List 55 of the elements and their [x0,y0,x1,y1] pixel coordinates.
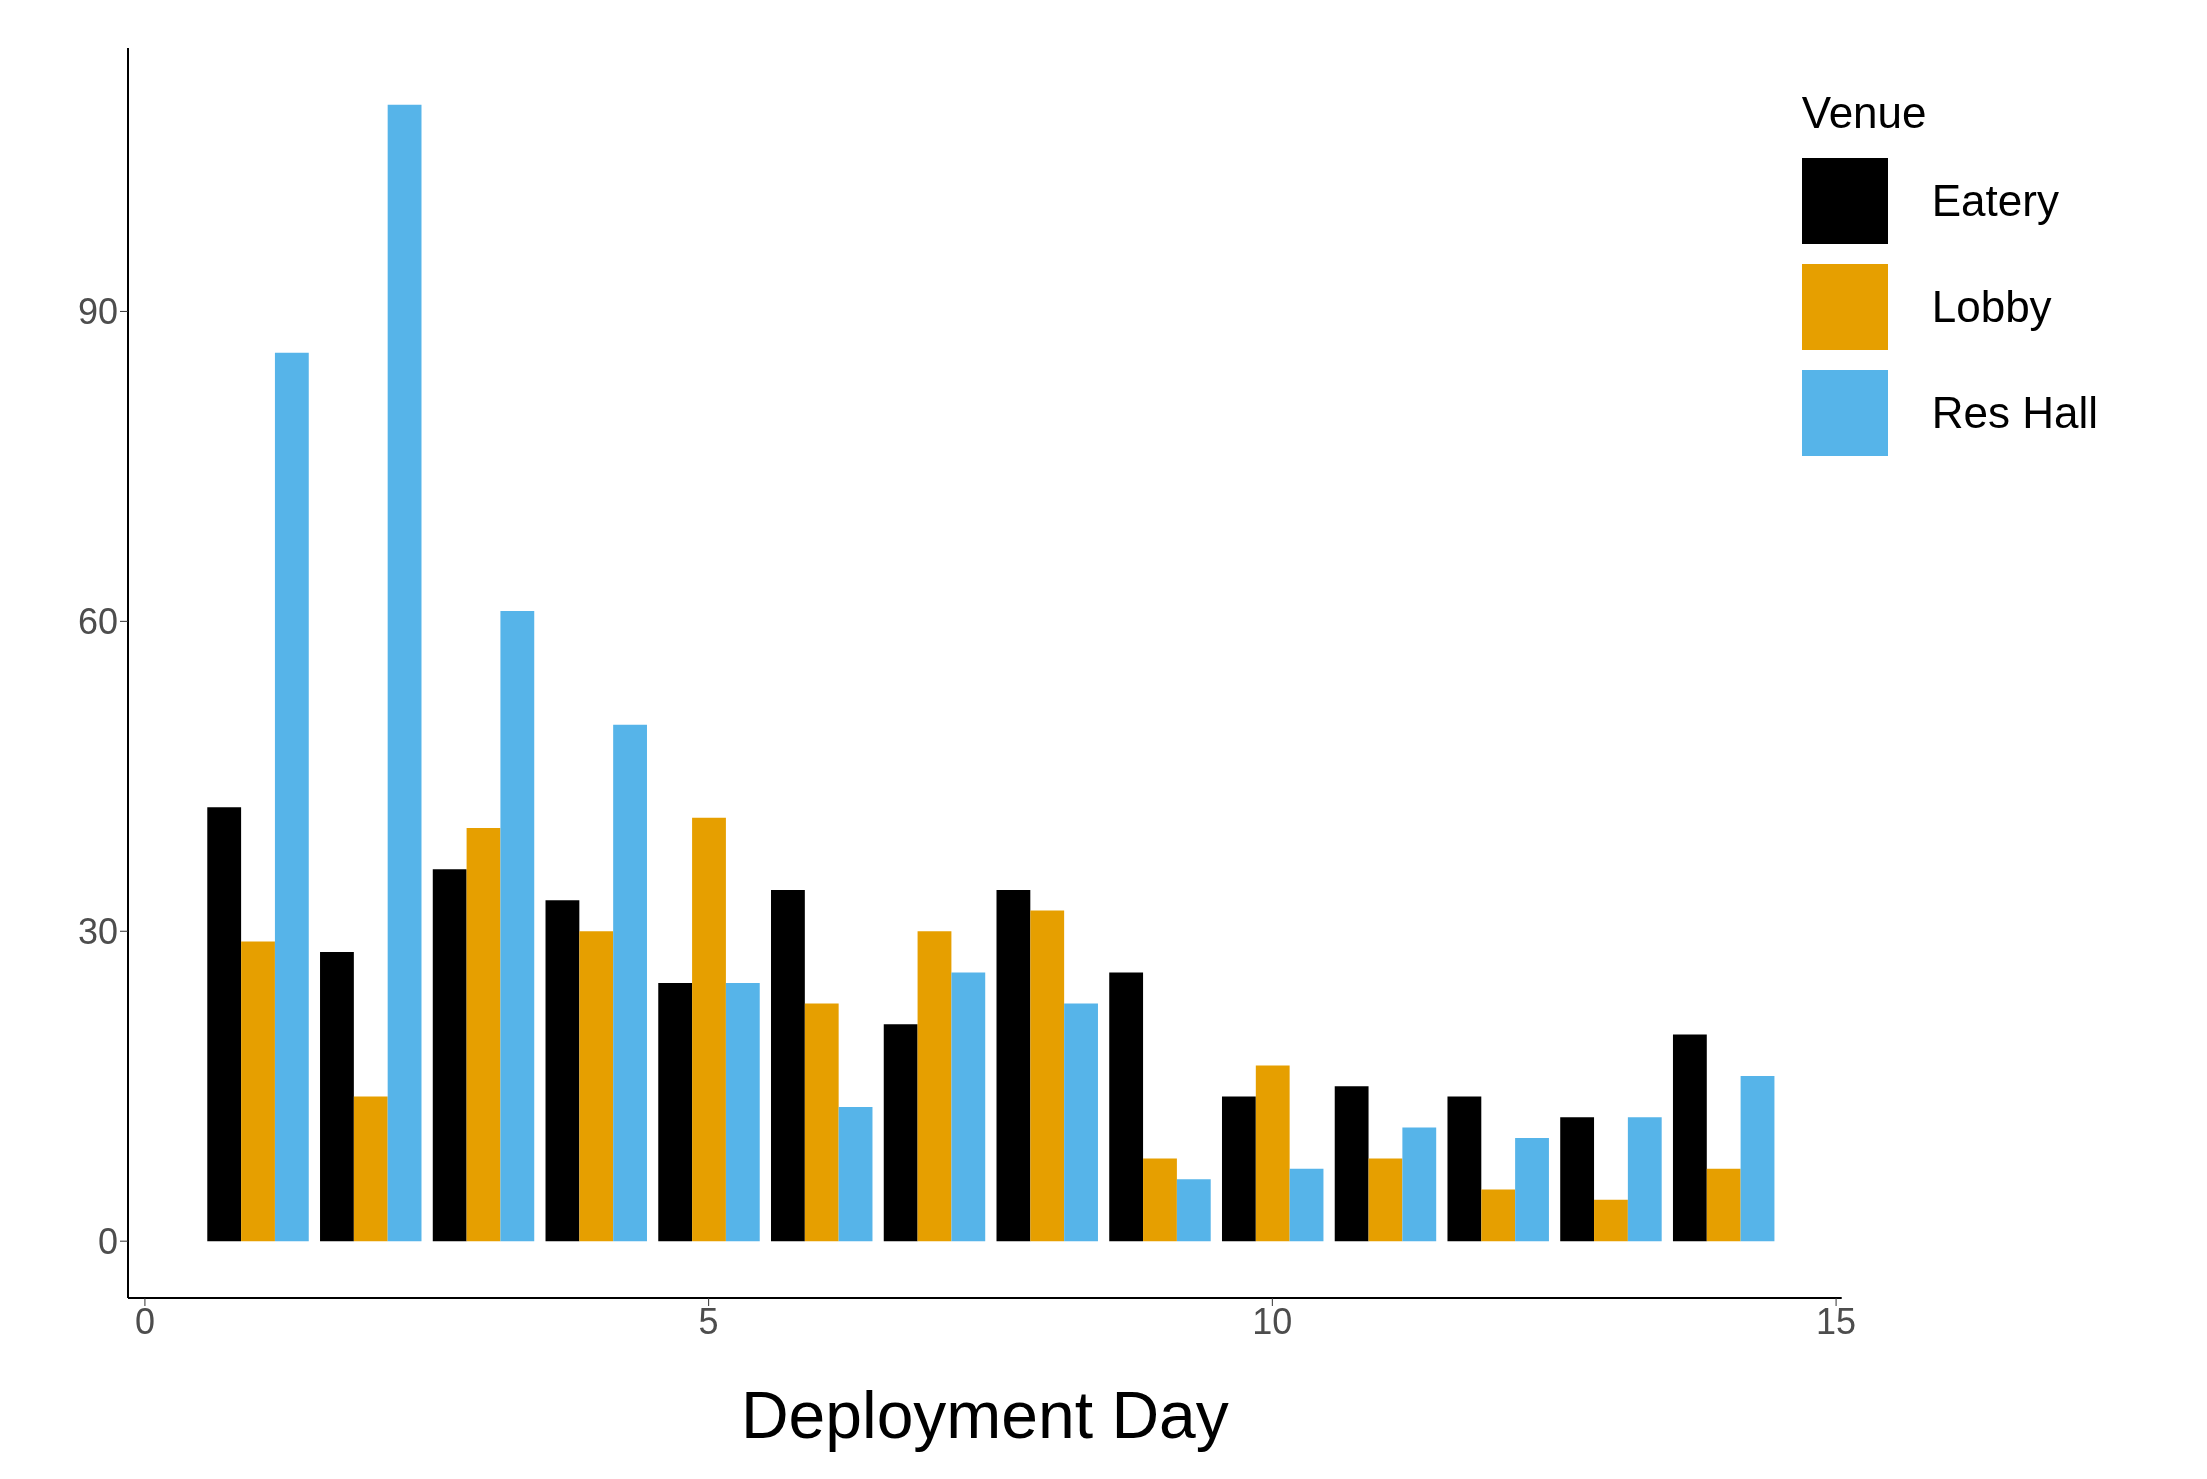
bar [1368,1158,1403,1242]
bar [1109,972,1144,1242]
bar [804,1003,839,1242]
bar [1255,1065,1290,1242]
bar [771,889,805,1242]
x-tick-label: 15 [1816,1300,1857,1342]
bar [545,900,580,1242]
bar [500,611,535,1242]
bar [1740,1075,1775,1242]
bar [725,982,760,1242]
x-tick-label: 5 [698,1300,719,1342]
bar [387,104,422,1242]
bar [1627,1117,1662,1242]
bar [1334,1086,1369,1242]
bar [1030,910,1065,1242]
legend-label: Lobby [1931,282,2052,332]
x-tick-label: 10 [1252,1300,1293,1342]
bar [1447,1096,1482,1242]
bar [692,817,726,1242]
bar [1221,1096,1256,1242]
x-axis-title: Deployment Day [740,1378,1229,1452]
bar [1143,1158,1177,1242]
y-tick-label: 30 [77,911,118,953]
bar [241,941,275,1242]
bar [579,931,614,1242]
x-tick-label: 0 [134,1300,155,1342]
bar [353,1096,388,1242]
bar [432,869,467,1242]
bar [1706,1168,1741,1242]
bar [207,807,242,1242]
bar [613,724,647,1242]
bar [838,1106,873,1242]
bar [320,951,354,1242]
bar [1515,1137,1549,1242]
legend-label: Eatery [1931,176,2059,226]
bar [917,931,952,1242]
y-tick-label: 0 [97,1220,118,1262]
bar [274,352,309,1242]
bar [1064,1003,1098,1242]
bar [1481,1189,1516,1242]
bar [996,889,1031,1242]
y-tick-label: 90 [77,291,118,333]
bar [1672,1034,1707,1242]
bar [951,972,986,1242]
y-tick-label: 60 [77,601,118,643]
bar [1176,1179,1211,1242]
bar [1289,1168,1324,1242]
legend-label: Res Hall [1931,388,2098,438]
bar [883,1024,918,1242]
legend-title: Venue [1801,88,1928,138]
bar [1560,1117,1595,1242]
bar [1594,1199,1628,1242]
bar [658,982,693,1242]
bar [1402,1127,1437,1242]
bar [466,827,501,1242]
